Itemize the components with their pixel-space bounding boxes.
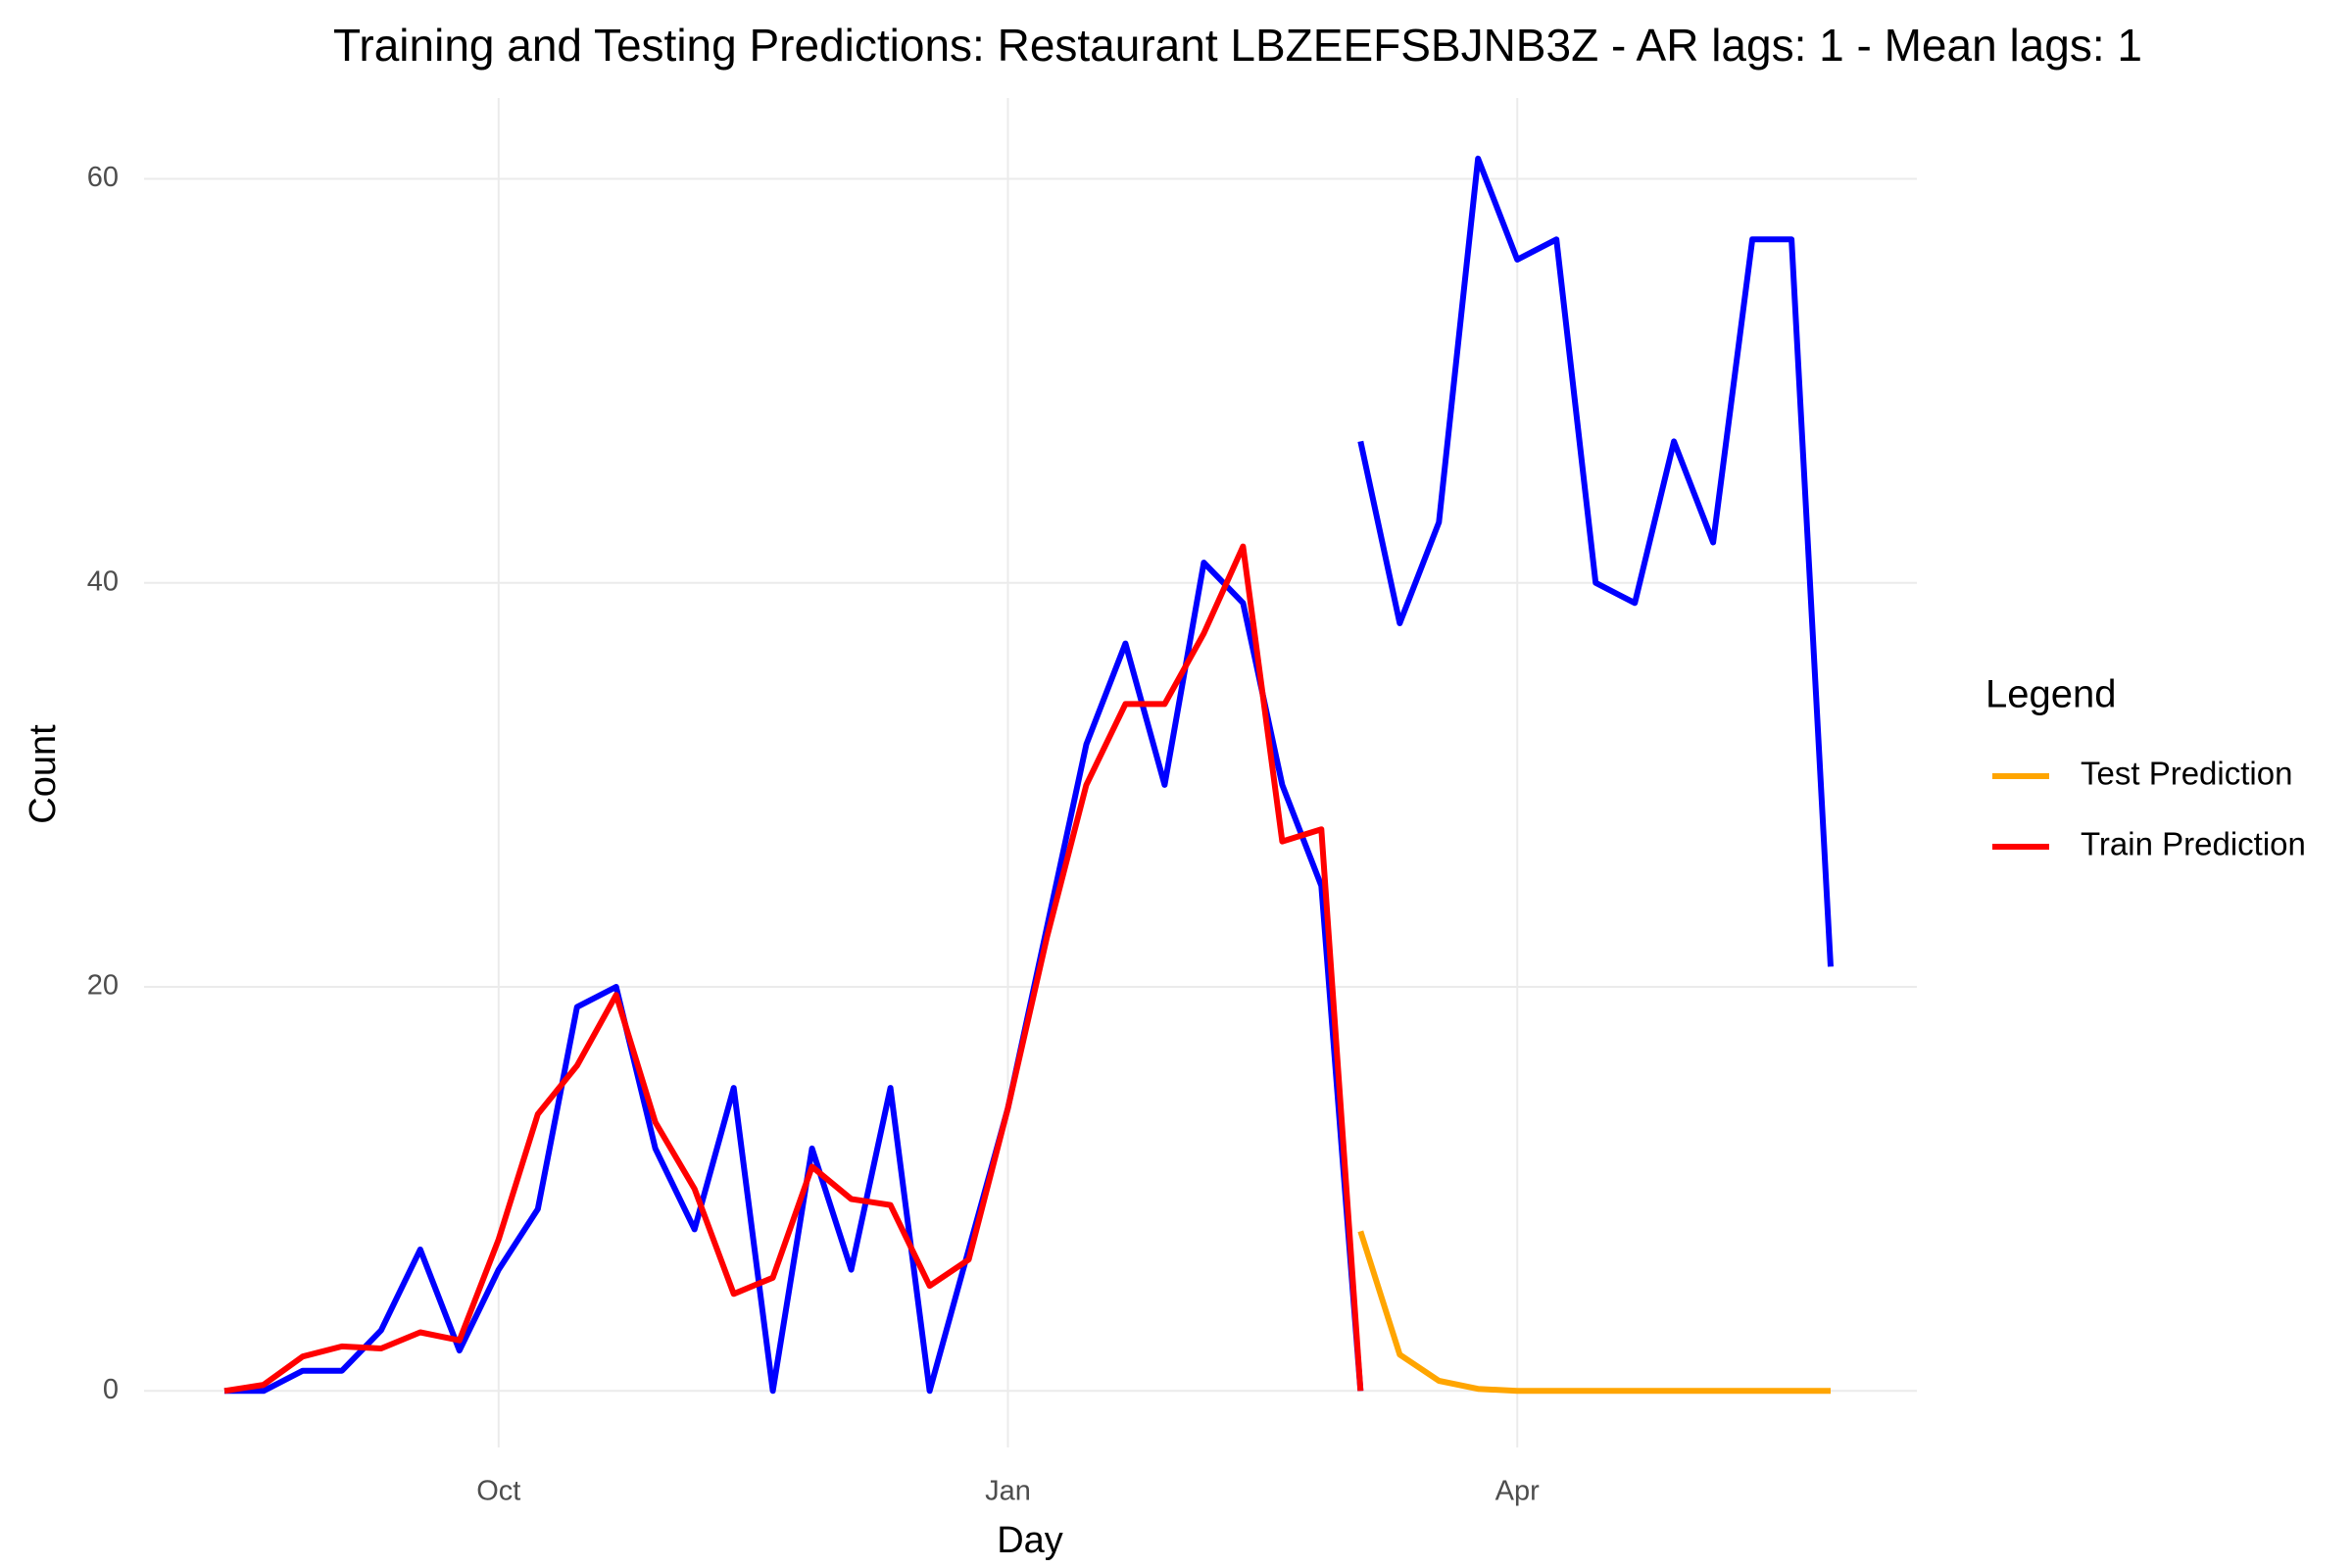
legend-label: Test Prediction: [2081, 756, 2292, 792]
legend-label: Train Prediction: [2081, 826, 2306, 862]
plot-lines: [223, 155, 1834, 1395]
y-tick-label: 60: [87, 162, 119, 193]
y-tick-label: 40: [87, 565, 119, 597]
y-tick-label: 0: [103, 1374, 119, 1405]
y-tick-label: 20: [87, 970, 119, 1002]
legend: Legend Test Prediction Train Prediction: [1985, 673, 2306, 862]
x-tick-label: Jan: [985, 1476, 1031, 1507]
chart-title: Training and Testing Predictions: Restau…: [333, 20, 2142, 71]
x-tick-label: Apr: [1495, 1476, 1540, 1507]
series-line: [1357, 155, 1834, 967]
x-tick-label: Oct: [476, 1476, 520, 1507]
x-axis-title: Day: [997, 1520, 1063, 1561]
legend-title: Legend: [1985, 673, 2116, 716]
series-line: [224, 560, 1364, 1395]
y-axis-title: Count: [23, 724, 64, 824]
series-line: [1357, 1230, 1831, 1395]
series-line: [223, 543, 1364, 1395]
